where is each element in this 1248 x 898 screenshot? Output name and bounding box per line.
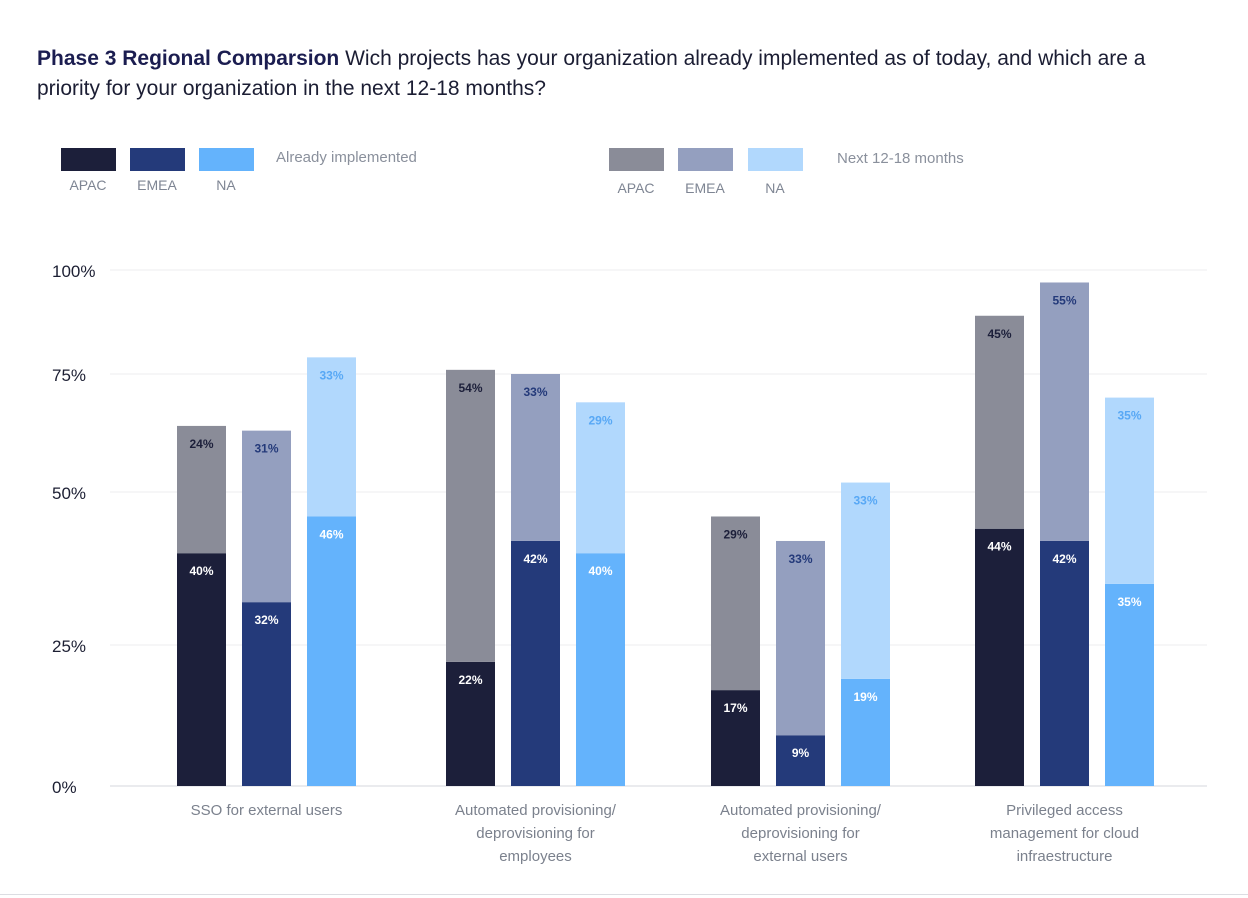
data-label-implemented-apac-3: 17%: [723, 701, 747, 715]
data-label-implemented-emea-4: 42%: [1052, 552, 1076, 566]
legend-label-next-emea: EMEA: [685, 180, 725, 196]
data-label-implemented-emea-3: 9%: [792, 746, 810, 760]
bar-implemented-na-3: [841, 678, 890, 786]
bar-implemented-apac-4: [975, 528, 1024, 786]
bar-next-na-1: [307, 357, 356, 517]
legend-swatch-implemented-emea: [130, 148, 185, 171]
bottom-divider: [0, 894, 1248, 895]
x-category-label-2-line-2: deprovisioning for: [476, 825, 594, 842]
data-label-next-emea-3: 33%: [788, 552, 812, 566]
data-label-implemented-apac-1: 40%: [189, 564, 213, 578]
data-label-implemented-apac-2: 22%: [458, 673, 482, 687]
bar-next-emea-4: [1040, 282, 1089, 541]
data-label-next-na-1: 33%: [319, 368, 343, 382]
legend-caption-implemented: Already implemented: [276, 149, 417, 166]
bar-next-apac-1: [177, 425, 226, 554]
data-label-implemented-apac-4: 44%: [987, 540, 1011, 554]
data-label-next-emea-1: 31%: [254, 442, 278, 456]
data-label-implemented-emea-1: 32%: [254, 613, 278, 627]
bar-next-emea-3: [776, 540, 825, 736]
legend-label-next-apac: APAC: [617, 180, 655, 196]
bar-implemented-emea-3: [776, 735, 825, 786]
bar-next-emea-1: [242, 430, 291, 603]
legend-label-implemented-na: NA: [216, 177, 236, 193]
data-label-implemented-na-4: 35%: [1117, 595, 1141, 609]
y-tick-label-100: 100%: [52, 262, 95, 281]
bar-next-apac-2: [446, 369, 495, 662]
bar-implemented-apac-1: [177, 553, 226, 786]
y-tick-label-25: 25%: [52, 637, 86, 656]
bar-next-na-2: [576, 402, 625, 554]
data-label-next-na-2: 29%: [588, 413, 612, 427]
bar-implemented-emea-1: [242, 602, 291, 786]
bar-next-na-4: [1105, 397, 1154, 584]
legend-label-implemented-emea: EMEA: [137, 177, 177, 193]
x-category-label-1-line-1: SSO for external users: [191, 802, 343, 819]
bar-next-apac-4: [975, 315, 1024, 529]
chart-title-question: Wich projects has your organization alre…: [37, 47, 1146, 100]
legend-label-next-na: NA: [765, 180, 785, 196]
y-tick-label-50: 50%: [52, 484, 86, 503]
chart-title-bold: Phase 3 Regional Comparsion: [37, 47, 340, 70]
x-category-label-2-line-1: Automated provisioning/: [455, 802, 617, 819]
bar-implemented-emea-2: [511, 540, 560, 786]
data-label-next-emea-2: 33%: [523, 385, 547, 399]
bar-next-emea-2: [511, 374, 560, 541]
bar-implemented-apac-3: [711, 690, 760, 786]
data-label-next-apac-4: 45%: [987, 327, 1011, 341]
bar-implemented-na-1: [307, 516, 356, 786]
data-label-next-apac-1: 24%: [189, 437, 213, 451]
legend-swatch-next-emea: [678, 148, 733, 171]
bar-implemented-apac-2: [446, 661, 495, 786]
data-label-implemented-na-3: 19%: [853, 690, 877, 704]
data-label-next-apac-3: 29%: [723, 527, 747, 541]
bar-next-na-3: [841, 482, 890, 679]
data-label-next-apac-2: 54%: [458, 381, 482, 395]
x-category-label-4-line-2: management for cloud: [990, 825, 1139, 842]
data-label-implemented-emea-2: 42%: [523, 552, 547, 566]
data-label-implemented-na-1: 46%: [319, 527, 343, 541]
data-label-next-na-3: 33%: [853, 494, 877, 508]
legend-swatch-next-apac: [609, 148, 664, 171]
data-label-next-emea-4: 55%: [1052, 293, 1076, 307]
bar-implemented-na-4: [1105, 583, 1154, 786]
bar-implemented-emea-4: [1040, 540, 1089, 786]
legend-swatch-implemented-na: [199, 148, 254, 171]
legend-swatch-implemented-apac: [61, 148, 116, 171]
bar-next-apac-3: [711, 516, 760, 691]
y-tick-label-0: 0%: [52, 778, 77, 797]
bar-implemented-na-2: [576, 553, 625, 786]
x-category-label-3-line-2: deprovisioning for: [741, 825, 859, 842]
x-category-label-2-line-3: employees: [499, 848, 572, 865]
y-tick-label-75: 75%: [52, 366, 86, 385]
legend-label-implemented-apac: APAC: [69, 177, 107, 193]
legend-swatch-next-na: [748, 148, 803, 171]
x-category-label-3-line-3: external users: [753, 848, 847, 865]
chart-title: Phase 3 Regional Comparsion Wich project…: [37, 44, 1207, 104]
x-category-label-4-line-1: Privileged access: [1006, 802, 1123, 819]
data-label-implemented-na-2: 40%: [588, 564, 612, 578]
legend-caption-next: Next 12-18 months: [837, 150, 964, 167]
x-category-label-4-line-3: infraestructure: [1017, 848, 1113, 865]
data-label-next-na-4: 35%: [1117, 409, 1141, 423]
x-category-label-3-line-1: Automated provisioning/: [720, 802, 882, 819]
